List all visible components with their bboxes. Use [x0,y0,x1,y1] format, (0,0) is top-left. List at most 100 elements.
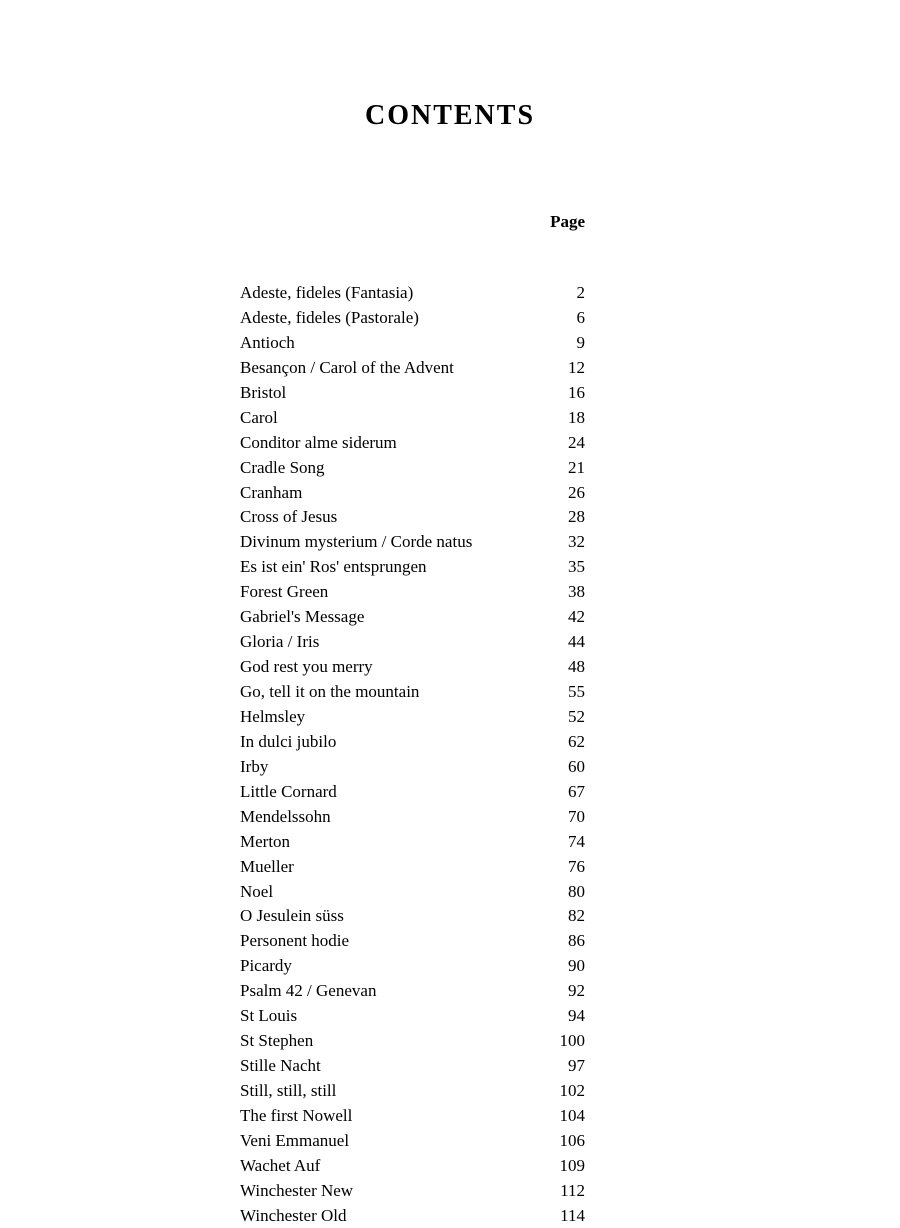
toc-row: Picardy90 [240,955,585,978]
toc-entry-title: Adeste, fideles (Pastorale) [240,307,545,330]
toc-entry-page: 2 [545,282,585,305]
toc-entry-title: Gloria / Iris [240,631,545,654]
toc-entry-page: 82 [545,905,585,928]
toc-entry-title: Noel [240,881,545,904]
toc-entry-title: Es ist ein' Ros' entsprungen [240,556,545,579]
toc-entry-page: 94 [545,1005,585,1028]
toc-row: Divinum mysterium / Corde natus32 [240,531,585,554]
toc-entry-page: 92 [545,980,585,1003]
toc-entry-title: Gabriel's Message [240,606,545,629]
toc-row: Gloria / Iris44 [240,631,585,654]
toc-entry-page: 18 [545,407,585,430]
toc-entry-page: 28 [545,506,585,529]
toc-entry-title: Besançon / Carol of the Advent [240,357,545,380]
toc-entry-page: 104 [545,1105,585,1128]
toc-entry-title: Wachet Auf [240,1155,545,1178]
toc-entry-page: 42 [545,606,585,629]
toc-entry-title: Psalm 42 / Genevan [240,980,545,1003]
toc-entry-title: Personent hodie [240,930,545,953]
toc-row: Adeste, fideles (Fantasia)2 [240,282,585,305]
toc-entry-page: 90 [545,955,585,978]
toc-entry-title: Winchester New [240,1180,545,1203]
toc-row: O Jesulein süss82 [240,905,585,928]
toc-row: Still, still, still102 [240,1080,585,1103]
toc-entry-title: Cradle Song [240,457,545,480]
toc-entry-page: 80 [545,881,585,904]
toc-entry-title: Carol [240,407,545,430]
toc-row: Stille Nacht97 [240,1055,585,1078]
toc-entry-page: 109 [545,1155,585,1178]
toc-row: Bristol16 [240,382,585,405]
toc-row: Es ist ein' Ros' entsprungen35 [240,556,585,579]
toc-entry-title: Bristol [240,382,545,405]
toc-row: Winchester Old114 [240,1205,585,1228]
toc-entry-title: St Louis [240,1005,545,1028]
toc-entry-page: 70 [545,806,585,829]
toc-list: Adeste, fideles (Fantasia)2Adeste, fidel… [120,282,780,1228]
toc-entry-title: Winchester Old [240,1205,545,1228]
toc-entry-page: 114 [545,1205,585,1228]
toc-entry-title: Forest Green [240,581,545,604]
toc-entry-title: Divinum mysterium / Corde natus [240,531,545,554]
toc-entry-page: 35 [545,556,585,579]
toc-entry-page: 44 [545,631,585,654]
toc-entry-page: 102 [545,1080,585,1103]
toc-row: The first Nowell104 [240,1105,585,1128]
toc-entry-title: Picardy [240,955,545,978]
toc-entry-page: 6 [545,307,585,330]
toc-entry-title: O Jesulein süss [240,905,545,928]
toc-entry-page: 112 [545,1180,585,1203]
toc-row: Mueller76 [240,856,585,879]
toc-row: Personent hodie86 [240,930,585,953]
toc-entry-page: 9 [545,332,585,355]
toc-entry-title: Conditor alme siderum [240,432,545,455]
toc-entry-title: Little Cornard [240,781,545,804]
toc-entry-page: 26 [545,482,585,505]
toc-entry-page: 48 [545,656,585,679]
contents-title: CONTENTS [120,100,780,132]
toc-entry-page: 97 [545,1055,585,1078]
toc-entry-title: Antioch [240,332,545,355]
toc-entry-title: Cross of Jesus [240,506,545,529]
toc-row: Helmsley52 [240,706,585,729]
page-column-header: Page [120,212,585,232]
toc-row: Conditor alme siderum24 [240,432,585,455]
toc-row: Noel80 [240,881,585,904]
toc-row: Cradle Song21 [240,457,585,480]
toc-row: Antioch9 [240,332,585,355]
toc-row: Wachet Auf109 [240,1155,585,1178]
toc-row: Winchester New112 [240,1180,585,1203]
toc-row: Cross of Jesus28 [240,506,585,529]
toc-entry-title: Irby [240,756,545,779]
toc-entry-page: 38 [545,581,585,604]
toc-row: Carol18 [240,407,585,430]
toc-entry-page: 21 [545,457,585,480]
toc-row: Adeste, fideles (Pastorale)6 [240,307,585,330]
toc-entry-page: 55 [545,681,585,704]
toc-entry-title: St Stephen [240,1030,545,1053]
toc-entry-title: In dulci jubilo [240,731,545,754]
toc-row: Besançon / Carol of the Advent12 [240,357,585,380]
toc-row: Forest Green38 [240,581,585,604]
toc-entry-title: God rest you merry [240,656,545,679]
toc-entry-title: Stille Nacht [240,1055,545,1078]
toc-row: Cranham26 [240,482,585,505]
toc-entry-title: The first Nowell [240,1105,545,1128]
toc-entry-title: Mueller [240,856,545,879]
toc-entry-page: 74 [545,831,585,854]
toc-entry-page: 52 [545,706,585,729]
toc-entry-page: 32 [545,531,585,554]
toc-entry-page: 67 [545,781,585,804]
toc-entry-title: Helmsley [240,706,545,729]
toc-row: St Louis94 [240,1005,585,1028]
toc-row: Merton74 [240,831,585,854]
toc-entry-page: 62 [545,731,585,754]
toc-entry-page: 16 [545,382,585,405]
toc-row: Irby60 [240,756,585,779]
toc-row: Gabriel's Message42 [240,606,585,629]
toc-entry-page: 76 [545,856,585,879]
toc-row: Psalm 42 / Genevan92 [240,980,585,1003]
toc-entry-page: 86 [545,930,585,953]
toc-entry-page: 106 [545,1130,585,1153]
toc-entry-page: 60 [545,756,585,779]
